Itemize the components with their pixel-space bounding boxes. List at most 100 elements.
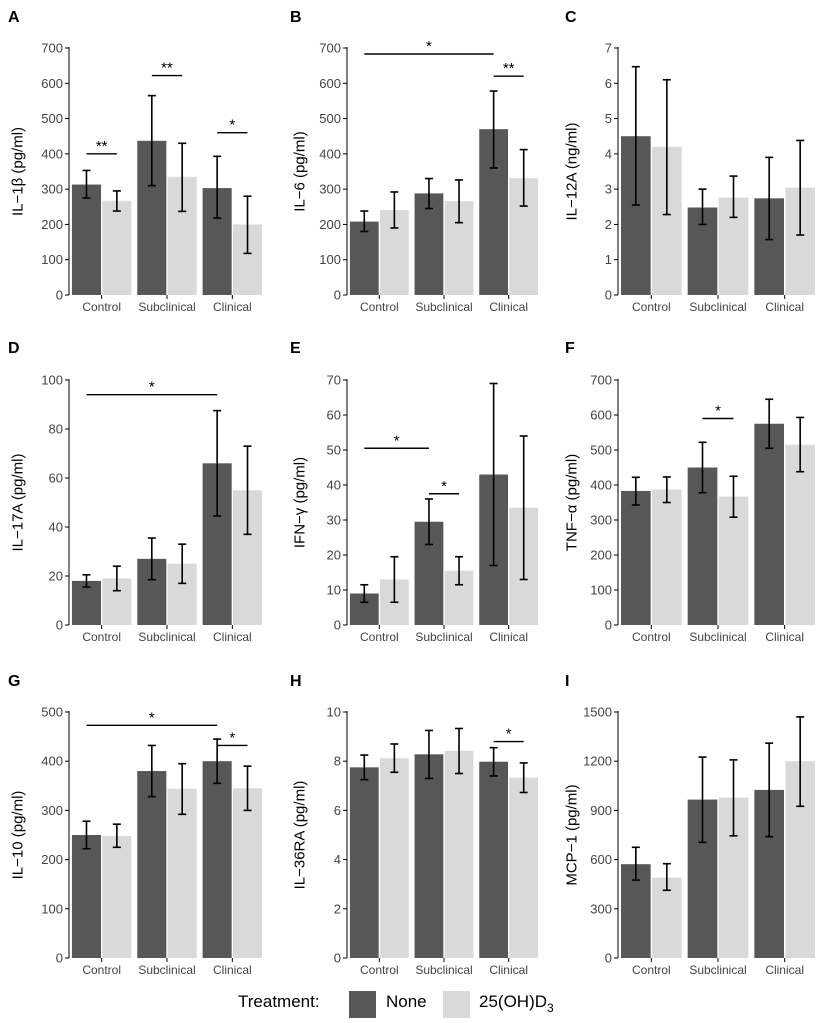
- significance-label: *: [229, 729, 235, 746]
- bar-treated: [379, 758, 409, 958]
- y-tick-label: 8: [334, 754, 341, 769]
- x-category-label: Subclinical: [415, 630, 472, 644]
- y-tick-label: 100: [41, 252, 63, 267]
- x-category-label: Subclinical: [138, 300, 195, 314]
- significance-label: *: [149, 709, 155, 726]
- y-tick-label: 1500: [583, 705, 612, 720]
- y-tick-label: 600: [590, 852, 612, 867]
- y-tick-label: 10: [327, 583, 341, 598]
- y-tick-label: 5: [605, 111, 612, 126]
- x-category-label: Subclinical: [138, 963, 195, 977]
- y-axis-title: IL−12A (ng/ml): [564, 123, 581, 221]
- bar-treated: [102, 835, 132, 958]
- bar-none: [414, 754, 444, 958]
- panel-d: D IL−17A (pg/ml) 0 20 40 60 80 100 Control Subcli…: [8, 340, 263, 644]
- y-tick-label: 40: [327, 478, 341, 493]
- y-tick-label: 50: [327, 443, 341, 458]
- y-tick-label: 200: [41, 217, 63, 232]
- y-axis-title: IL−10 (pg/ml): [10, 791, 27, 880]
- x-category-label: Subclinical: [415, 300, 472, 314]
- y-tick-label: 6: [334, 803, 341, 818]
- y-tick-label: 300: [41, 182, 63, 197]
- y-tick-label: 100: [41, 373, 63, 388]
- panel-letter: C: [565, 9, 577, 26]
- y-tick-label: 2: [334, 901, 341, 916]
- significance-label: *: [506, 726, 512, 743]
- bar-treated: [652, 489, 682, 625]
- y-axis-title: IL−36RA (pg/ml): [292, 781, 309, 890]
- y-tick-label: 0: [334, 951, 341, 966]
- y-tick-label: 80: [49, 422, 63, 437]
- bar-treated: [444, 750, 474, 958]
- panel-b: B IL−6 (pg/ml) 0 100 200 300 400 500 600 700 Contr…: [290, 9, 539, 314]
- x-category-label: Subclinical: [689, 630, 746, 644]
- bar-treated: [785, 444, 815, 625]
- panel-letter: F: [565, 340, 575, 357]
- panel-letter: B: [290, 9, 302, 26]
- bar-none: [621, 490, 651, 625]
- y-tick-label: 600: [590, 408, 612, 423]
- y-tick-label: 300: [590, 513, 612, 528]
- y-tick-label: 0: [56, 951, 63, 966]
- x-category-label: Subclinical: [689, 300, 746, 314]
- y-tick-label: 400: [590, 478, 612, 493]
- y-tick-label: 200: [319, 217, 341, 232]
- y-tick-label: 400: [41, 754, 63, 769]
- y-tick-label: 3: [605, 182, 612, 197]
- y-tick-label: 300: [41, 803, 63, 818]
- y-tick-label: 7: [605, 41, 612, 56]
- y-tick-label: 4: [605, 146, 612, 161]
- y-tick-label: 300: [319, 182, 341, 197]
- y-tick-label: 70: [327, 373, 341, 388]
- y-axis-title: IL−1β (pg/ml): [10, 127, 27, 216]
- bar-none: [71, 580, 102, 625]
- x-category-label: Clinical: [489, 630, 528, 644]
- y-axis-title: IL−17A (pg/ml): [10, 454, 27, 552]
- bar-none: [202, 761, 232, 958]
- x-category-label: Control: [360, 300, 399, 314]
- legend-label-treated: 25(OH)D3: [479, 992, 554, 1015]
- y-tick-label: 600: [41, 76, 63, 91]
- x-category-label: Control: [360, 630, 399, 644]
- y-tick-label: 900: [590, 803, 612, 818]
- y-tick-label: 0: [334, 288, 341, 303]
- panel-letter: D: [8, 340, 20, 357]
- y-axis-title: MCP−1 (pg/ml): [564, 784, 581, 885]
- significance-label: **: [503, 60, 515, 77]
- y-tick-label: 400: [41, 146, 63, 161]
- y-tick-label: 40: [49, 520, 63, 535]
- y-tick-label: 700: [590, 373, 612, 388]
- y-tick-label: 400: [319, 146, 341, 161]
- y-tick-label: 500: [590, 443, 612, 458]
- significance-label: **: [96, 138, 108, 155]
- panel-letter: H: [290, 673, 302, 690]
- y-tick-label: 20: [49, 569, 63, 584]
- y-tick-label: 20: [327, 548, 341, 563]
- bar-none: [71, 184, 102, 295]
- panel-letter: A: [8, 9, 20, 26]
- bar-treated: [232, 788, 263, 958]
- bar-none: [479, 761, 509, 958]
- significance-label: *: [426, 38, 432, 55]
- y-tick-label: 0: [334, 618, 341, 633]
- panel-letter: G: [8, 673, 20, 690]
- y-axis-title: IL−6 (pg/ml): [292, 131, 309, 211]
- x-category-label: Clinical: [489, 300, 528, 314]
- y-tick-label: 500: [319, 111, 341, 126]
- y-tick-label: 200: [41, 852, 63, 867]
- x-category-label: Clinical: [489, 963, 528, 977]
- y-tick-label: 0: [56, 288, 63, 303]
- y-tick-label: 100: [41, 901, 63, 916]
- y-tick-label: 100: [590, 583, 612, 598]
- bar-treated: [509, 777, 539, 958]
- y-tick-label: 0: [605, 288, 612, 303]
- panel-f: F TNF−α (pg/ml) 0 100 200 300 400 500 600 700 Cont…: [564, 340, 815, 644]
- panel-h: H IL−36RA (pg/ml) 0 2 4 6 8 10 Control Subclinica…: [290, 673, 539, 977]
- bar-none: [349, 767, 379, 958]
- bar-treated: [102, 200, 132, 295]
- significance-label: *: [229, 117, 235, 134]
- y-tick-label: 0: [605, 951, 612, 966]
- x-category-label: Clinical: [765, 300, 804, 314]
- panel-e: E IFN−γ (pg/ml) 0 10 20 30 40 50 60 70 Control Subc…: [290, 340, 539, 644]
- x-category-label: Subclinical: [689, 963, 746, 977]
